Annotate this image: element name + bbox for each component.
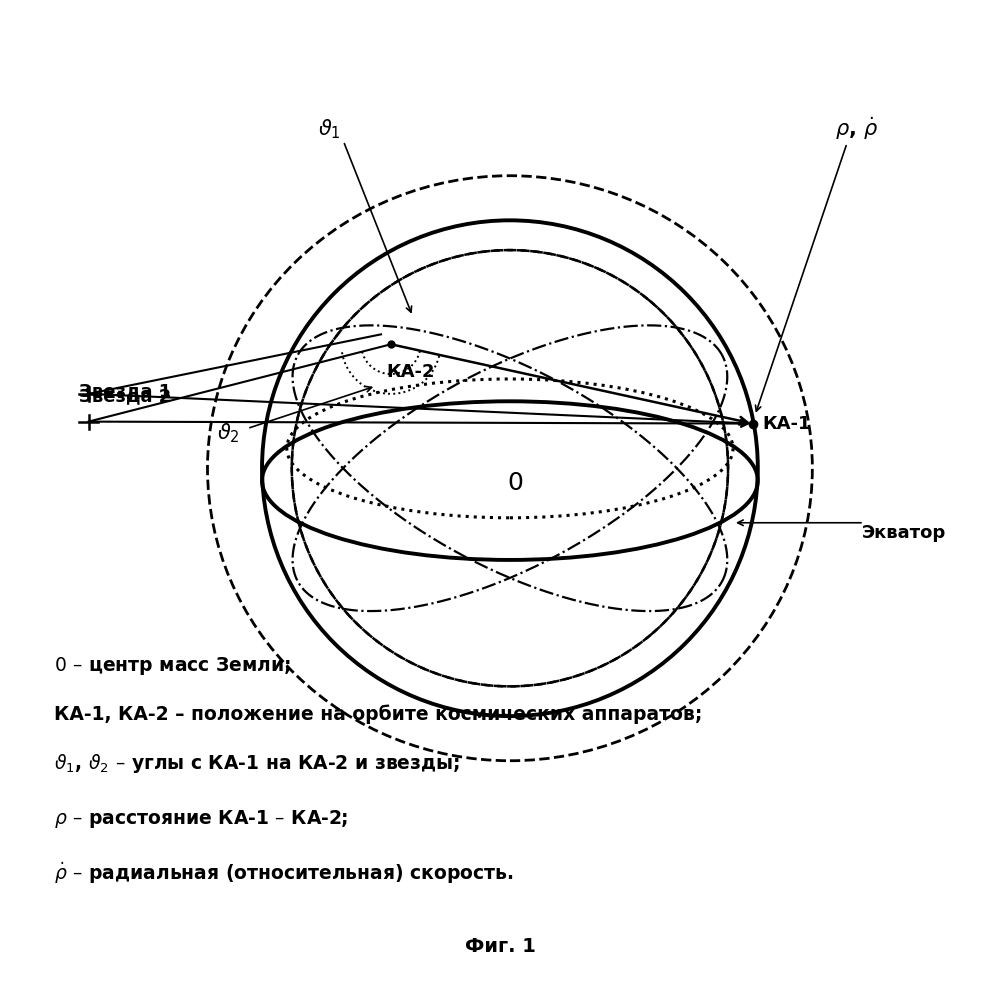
Text: $\vartheta_1$, $\vartheta_2$ – углы с КА-1 на КА-2 и звезды;: $\vartheta_1$, $\vartheta_2$ – углы с КА… [54,752,460,775]
Text: Звезда 1: Звезда 1 [79,381,171,400]
Text: Экватор: Экватор [862,524,946,541]
Text: $\dot{\rho}$ – радиальная (относительная) скорость.: $\dot{\rho}$ – радиальная (относительная… [54,861,513,886]
Text: $\it{0}$ – центр масс Земли;: $\it{0}$ – центр масс Земли; [54,655,291,677]
Text: КА-2: КА-2 [386,363,434,381]
Text: $\it{0}$: $\it{0}$ [507,471,523,495]
Text: КА-1: КА-1 [763,415,811,433]
Text: Звезда 2: Звезда 2 [79,387,171,405]
Text: $\rho$, $\dot{\rho}$: $\rho$, $\dot{\rho}$ [835,116,879,142]
Text: $\rho$ – расстояние КА-1 – КА-2;: $\rho$ – расстояние КА-1 – КА-2; [54,808,348,830]
Text: $\vartheta_2$: $\vartheta_2$ [217,422,240,446]
Text: КА-1, КА-2 – положение на орбите космических аппаратов;: КА-1, КА-2 – положение на орбите космиче… [54,704,702,724]
Text: Фиг. 1: Фиг. 1 [465,937,535,955]
Text: $\vartheta_1$: $\vartheta_1$ [318,118,341,141]
